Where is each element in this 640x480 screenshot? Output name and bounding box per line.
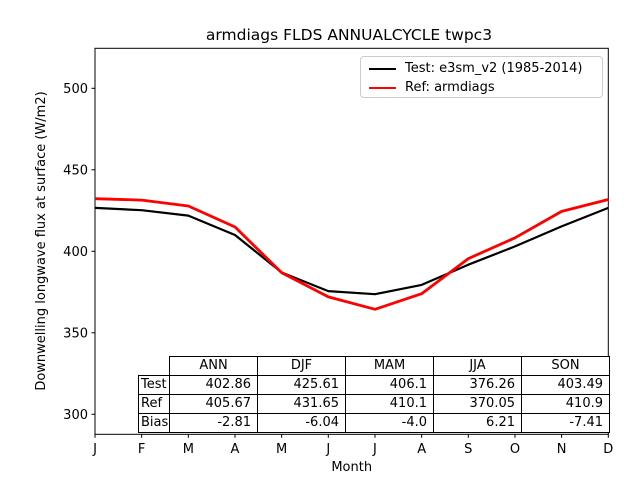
y-tick-label: 450 <box>63 163 88 178</box>
legend: Test: e3sm_v2 (1985-2014) Ref: armdiags <box>360 56 603 98</box>
table-value-cell: -7.41 <box>521 413 610 433</box>
table-value-cell: 410.9 <box>521 394 610 414</box>
y-tick-label: 400 <box>63 245 88 260</box>
table-value-cell: 406.1 <box>345 375 434 395</box>
x-tick-label: J <box>92 442 97 457</box>
table-value-cell: 425.61 <box>257 375 346 395</box>
table-value-cell: -2.81 <box>169 413 258 433</box>
table-value-cell: 402.86 <box>169 375 258 395</box>
table-col-header: ANN <box>169 356 258 376</box>
x-tick-label: J <box>325 442 330 457</box>
table-col-header: MAM <box>345 356 434 376</box>
x-tick-label: M <box>276 442 287 457</box>
x-tick-label: O <box>510 442 520 457</box>
table-value-cell: 370.05 <box>433 394 522 414</box>
legend-item: Test: e3sm_v2 (1985-2014) <box>369 59 602 78</box>
y-axis-label: Downwelling longwave flux at surface (W/… <box>34 91 49 390</box>
legend-line-swatch <box>369 86 396 89</box>
table-value-cell: 376.26 <box>433 375 522 395</box>
x-tick-label: N <box>557 442 567 457</box>
legend-label: Ref: armdiags <box>405 80 495 95</box>
table-row-header: Test <box>138 375 170 395</box>
table-corner-cell <box>139 357 170 376</box>
legend-label: Test: e3sm_v2 (1985-2014) <box>405 61 583 76</box>
legend-item: Ref: armdiags <box>369 78 602 97</box>
x-tick-label: D <box>603 442 613 457</box>
table-value-cell: 431.65 <box>257 394 346 414</box>
y-tick-label: 500 <box>63 82 88 97</box>
chart-title: armdiags FLDS ANNUALCYCLE twpc3 <box>206 26 492 44</box>
plot-area-border <box>94 47 609 435</box>
table-row-header: Bias <box>138 413 170 433</box>
x-tick-label: M <box>183 442 194 457</box>
series-layer <box>94 197 609 311</box>
x-tick-label: S <box>464 442 472 457</box>
table-col-header: SON <box>521 356 610 376</box>
series-line-ref <box>94 197 609 311</box>
x-axis-label: Month <box>331 460 372 475</box>
table-row: Test 402.86 425.61 406.1 376.26 403.49 <box>138 375 610 395</box>
y-tick-label: 300 <box>63 408 88 423</box>
table-value-cell: 410.1 <box>345 394 434 414</box>
x-tick-label: F <box>138 442 145 457</box>
table-value-cell: -4.0 <box>345 413 434 433</box>
table-col-header: DJF <box>257 356 346 376</box>
x-tick-label: A <box>417 442 426 457</box>
table-col-header: JJA <box>433 356 522 376</box>
table-row: Bias -2.81 -6.04 -4.0 6.21 -7.41 <box>138 413 610 433</box>
table-value-cell: -6.04 <box>257 413 346 433</box>
table-row: Ref 405.67 431.65 410.1 370.05 410.9 <box>138 394 610 414</box>
table-value-cell: 405.67 <box>169 394 258 414</box>
y-tick-label: 350 <box>63 326 88 341</box>
legend-line-swatch <box>369 67 396 70</box>
series-line-test <box>94 206 609 296</box>
table-row-header: Ref <box>138 394 170 414</box>
x-tick-label: J <box>372 442 377 457</box>
table-value-cell: 6.21 <box>433 413 522 433</box>
table-value-cell: 403.49 <box>521 375 610 395</box>
x-tick-label: A <box>231 442 240 457</box>
seasonal-stats-table: ANN DJF MAM JJA SON Test 402.86 425.61 406.1 376.… <box>138 356 610 433</box>
